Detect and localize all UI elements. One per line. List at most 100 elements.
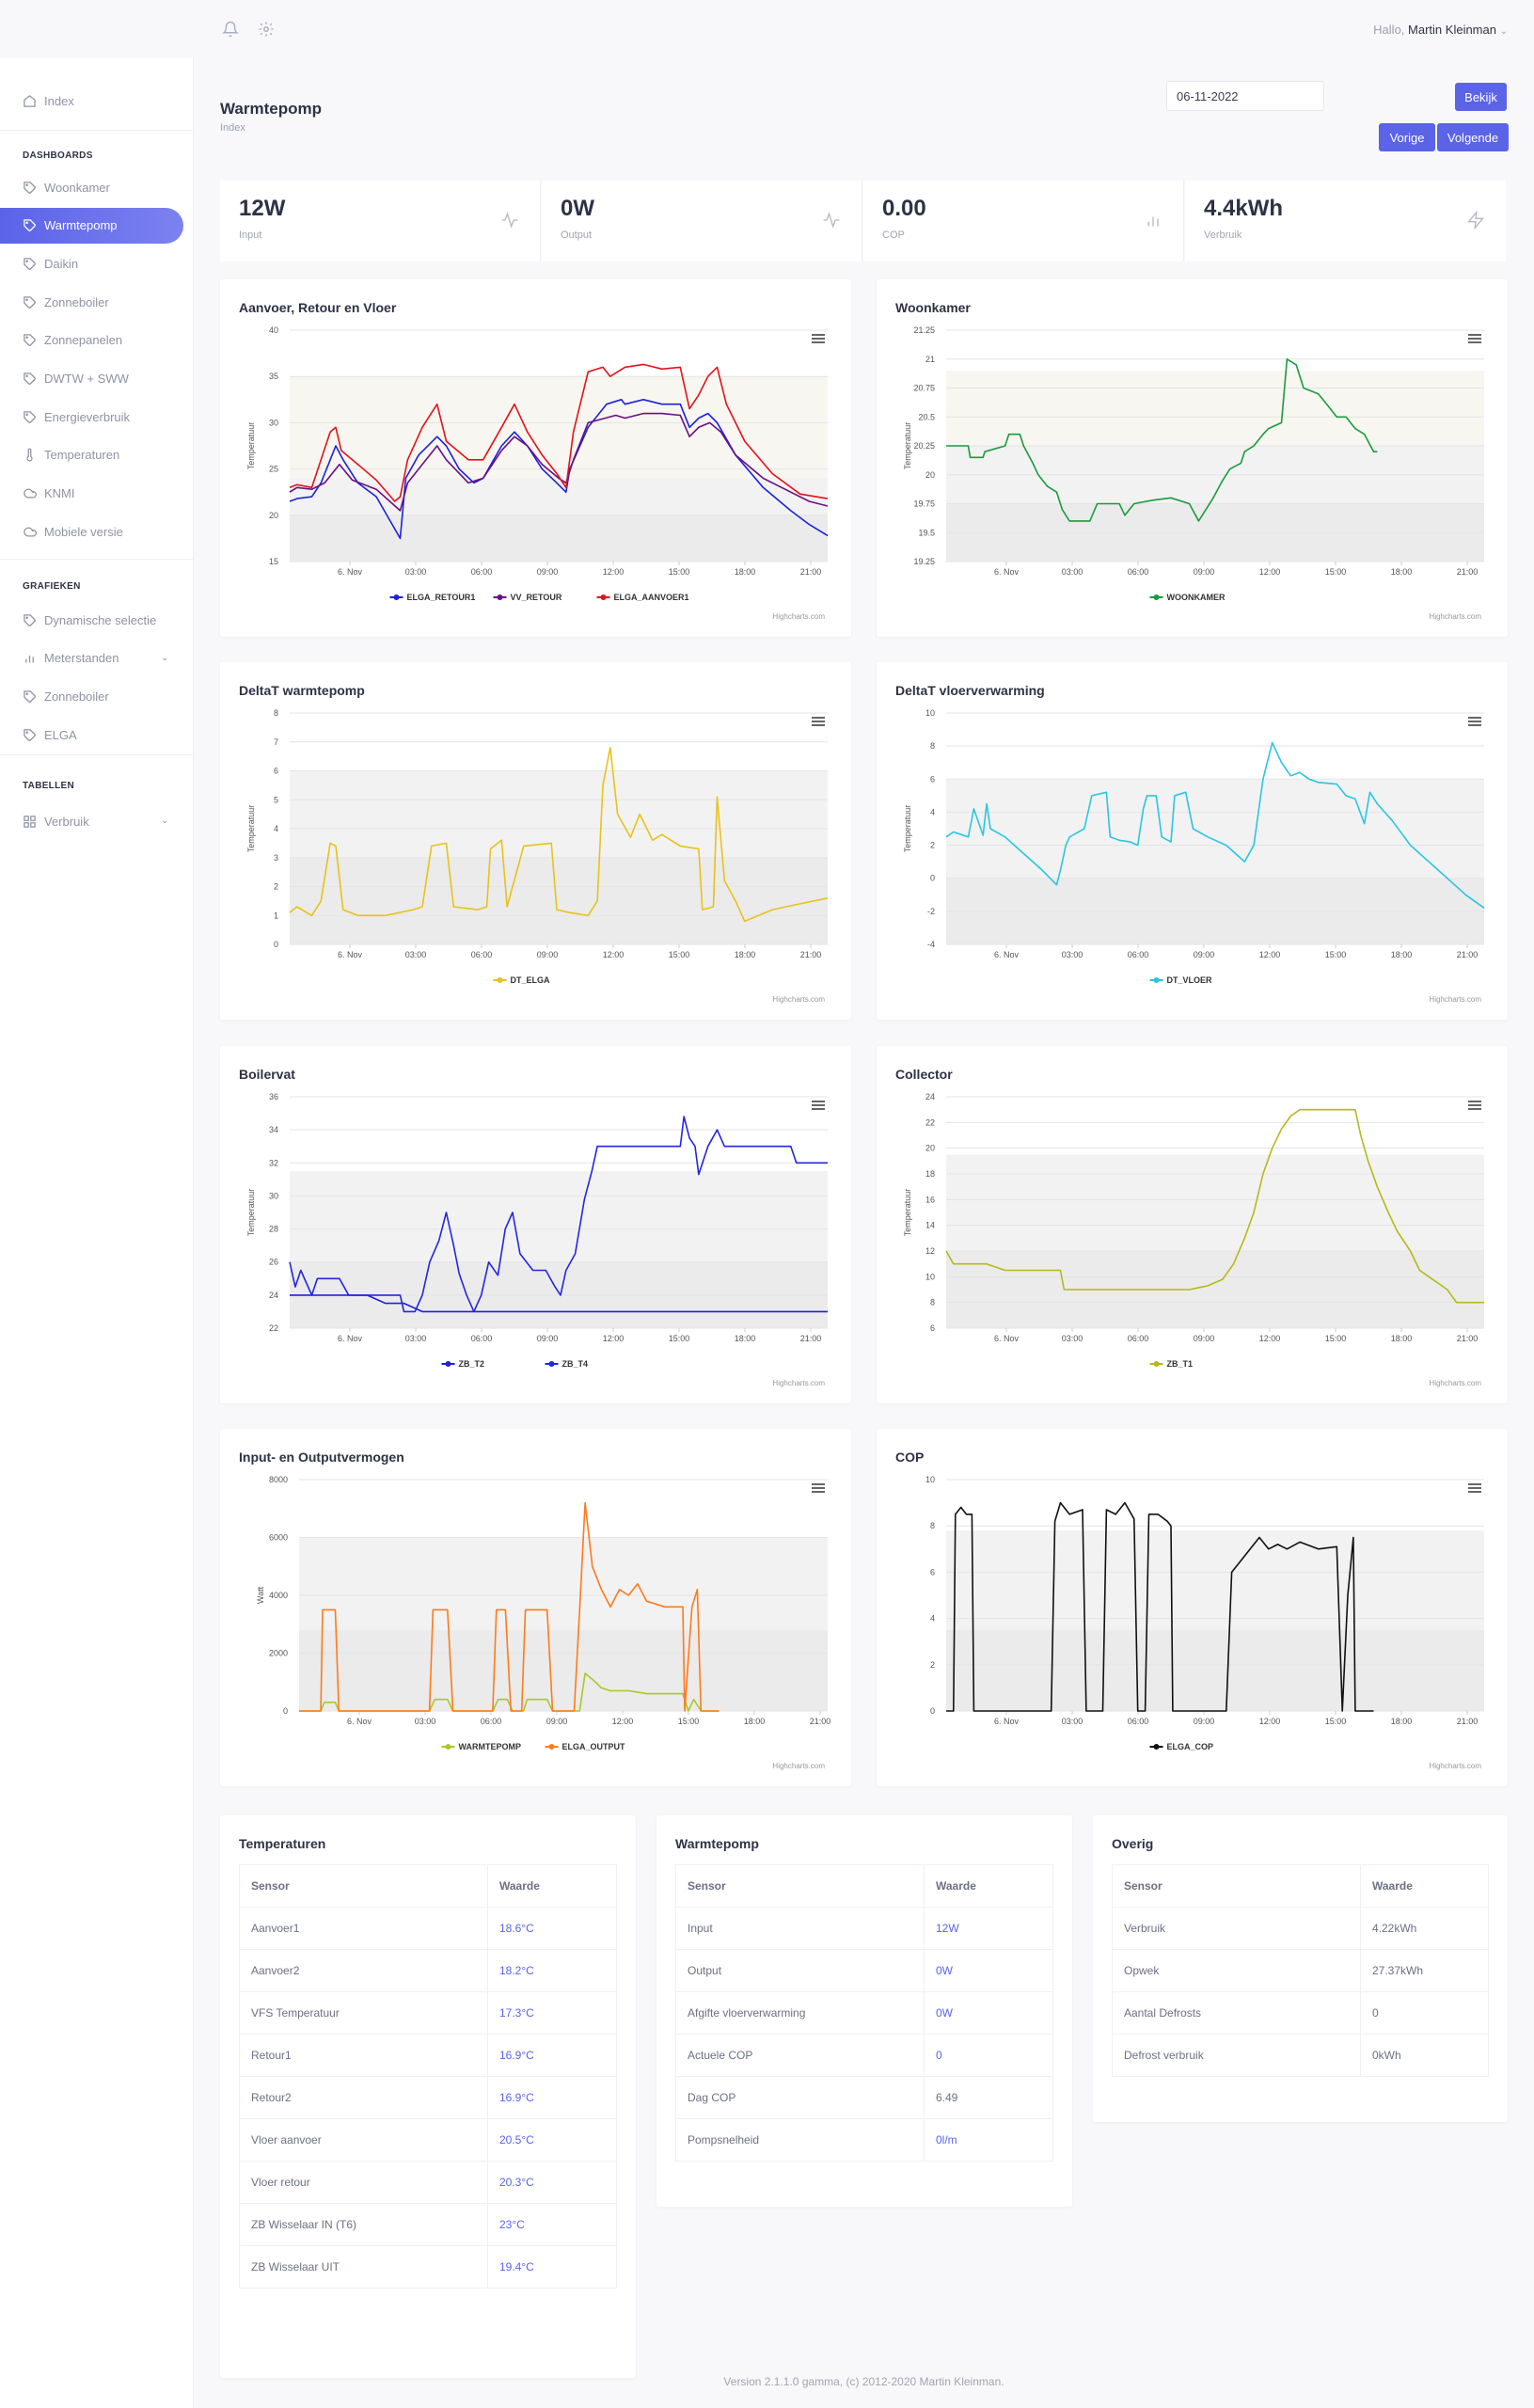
y-tick-label: 36 — [269, 1092, 278, 1101]
value-cell: 0kWh — [1360, 2034, 1489, 2077]
date-input[interactable] — [1166, 81, 1324, 111]
chart-credits: Highcharts.com — [772, 1379, 825, 1387]
x-tick-label: 15:00 — [1325, 1717, 1347, 1726]
sidebar-item-dynamische-selectie[interactable]: Dynamische selectie — [0, 602, 183, 638]
legend-item-elga-aanvoer1[interactable]: ELGA_AANVOER1 — [614, 593, 689, 602]
user-menu[interactable]: Hallo, Martin Kleinman ⌄ — [1373, 23, 1508, 37]
y-axis-label: Temperatuur — [246, 422, 256, 470]
sidebar-item-temperaturen[interactable]: Temperaturen — [0, 437, 183, 473]
gear-icon[interactable] — [258, 21, 275, 38]
y-tick-label: 25 — [269, 465, 278, 474]
x-tick-label: 09:00 — [1194, 1334, 1215, 1343]
sidebar-item-warmtepomp[interactable]: Warmtepomp — [0, 207, 183, 244]
kpi-label: Input — [239, 230, 262, 241]
legend-item-elga-output[interactable]: ELGA_OUTPUT — [562, 1742, 626, 1751]
value-cell: 12W — [924, 1907, 1053, 1950]
legend-item-vv-retour[interactable]: VV_RETOUR — [511, 593, 562, 602]
chart-card-boilervat: 22 24 26 28 30 32 34 36 6. Nov 03:00 06:00 09:00 12:… — [220, 1046, 851, 1403]
bell-icon[interactable] — [222, 21, 239, 38]
sidebar-item-mobiele-versie[interactable]: Mobiele versie — [0, 514, 183, 549]
y-tick-label: 19.75 — [913, 499, 935, 509]
next-button[interactable]: Volgende — [1437, 123, 1509, 151]
tag-icon — [24, 372, 36, 385]
chart-title: DeltaT warmtepomp — [239, 683, 365, 698]
value-cell: 16.9°C — [487, 2034, 617, 2077]
legend-item-dt-vloer[interactable]: DT_VLOER — [1167, 975, 1213, 985]
chart-title: Boilervat — [239, 1067, 295, 1082]
y-tick-label: 6000 — [269, 1533, 288, 1543]
legend-item-warmtepomp[interactable]: WARMTEPOMP — [459, 1742, 522, 1751]
sensor-cell: Input — [675, 1907, 925, 1950]
sidebar-item-label: Zonneboiler — [44, 294, 109, 309]
y-tick-label: 19.5 — [918, 528, 935, 537]
y-tick-label: 8 — [930, 741, 935, 751]
table-row: Afgifte vloerverwarming 0W — [675, 1991, 1053, 2035]
sidebar-item-meterstanden[interactable]: Meterstanden ⌄ — [0, 641, 183, 676]
y-tick-label: 24 — [269, 1291, 278, 1300]
sidebar-item-elga[interactable]: ELGA — [0, 717, 183, 752]
value-cell: 17.3°C — [487, 1991, 617, 2035]
x-tick-label: 06:00 — [471, 567, 493, 577]
menu-icon[interactable] — [812, 717, 825, 726]
previous-button[interactable]: Vorige — [1379, 123, 1435, 151]
y-tick-label: 4 — [930, 1614, 935, 1624]
sidebar-item-energieverbruik[interactable]: Energieverbruik — [0, 399, 183, 435]
x-tick-label: 06:00 — [1128, 567, 1149, 577]
series-line-zb-t2 — [290, 1294, 828, 1313]
view-button[interactable]: Bekijk — [1455, 83, 1507, 111]
menu-icon[interactable] — [1468, 1483, 1481, 1493]
sidebar-item-dwtw-sww[interactable]: DWTW + SWW — [0, 361, 183, 397]
menu-icon[interactable] — [812, 1483, 825, 1493]
legend-item-elga-retour1[interactable]: ELGA_RETOUR1 — [407, 593, 476, 602]
legend-marker — [1153, 1744, 1160, 1750]
column-header: Sensor — [1112, 1864, 1361, 1908]
sidebar-item-index[interactable]: Index — [0, 83, 183, 119]
x-tick-label: 06:00 — [1128, 950, 1149, 959]
x-tick-label: 09:00 — [1194, 1717, 1215, 1726]
legend-item-woonkamer[interactable]: WOONKAMER — [1167, 593, 1226, 602]
sidebar-item-zonnepanelen[interactable]: Zonnepanelen — [0, 323, 183, 358]
menu-icon[interactable] — [812, 334, 825, 343]
sidebar-item-daikin[interactable]: Daikin — [0, 246, 183, 281]
sidebar-item-label: Mobiele versie — [44, 524, 123, 539]
sidebar-item-woonkamer[interactable]: Woonkamer — [0, 169, 183, 205]
sensor-cell: Aantal Defrosts — [1112, 1991, 1361, 2035]
legend-item-zb-t4[interactable]: ZB_T4 — [562, 1359, 589, 1369]
breadcrumb[interactable]: Index — [220, 122, 245, 134]
table-row: Retour1 16.9°C — [239, 2034, 617, 2077]
warmtepomp-table: Sensor Waarde Input 12W Output 0W Afgifte vloe… — [675, 1864, 1053, 2162]
legend-item-zb-t2[interactable]: ZB_T2 — [459, 1359, 485, 1369]
legend-item-elga-cop[interactable]: ELGA_COP — [1167, 1742, 1214, 1751]
y-axis-label: Temperatuur — [903, 422, 912, 470]
menu-icon[interactable] — [1468, 334, 1481, 343]
table-row: Verbruik 4.22kWh — [1112, 1907, 1489, 1950]
sidebar-item-verbruik[interactable]: Verbruik ⌄ — [0, 803, 183, 839]
y-tick-label: -4 — [927, 940, 935, 949]
legend-item-dt-elga[interactable]: DT_ELGA — [511, 975, 551, 985]
x-tick-label: 03:00 — [405, 1334, 427, 1343]
plot-band — [946, 779, 1484, 879]
x-tick-label: 12:00 — [1259, 567, 1281, 577]
card-title: Warmtepomp — [675, 1836, 759, 1851]
menu-icon[interactable] — [1468, 717, 1481, 726]
bar-chart-icon — [25, 656, 34, 663]
chart-credits: Highcharts.com — [772, 1762, 825, 1770]
sensor-cell: Defrost verbruik — [1112, 2034, 1361, 2077]
menu-icon[interactable] — [1468, 1101, 1481, 1110]
x-tick-label: 12:00 — [603, 950, 625, 959]
legend-marker — [548, 1744, 555, 1750]
table-row: Actuele COP 0 — [675, 2034, 1053, 2077]
menu-icon[interactable] — [812, 1101, 825, 1110]
legend-item-zb-t1[interactable]: ZB_T1 — [1167, 1359, 1194, 1369]
sidebar-item-zonneboiler[interactable]: Zonneboiler — [0, 284, 183, 320]
y-tick-label: 20 — [269, 511, 278, 520]
y-tick-label: 19.25 — [913, 557, 935, 566]
legend-marker — [497, 594, 503, 600]
x-tick-label: 15:00 — [1325, 567, 1347, 577]
sidebar-item-label: Energieverbruik — [44, 409, 131, 424]
legend-marker — [1153, 977, 1160, 983]
sidebar-item-zonneboiler[interactable]: Zonneboiler — [0, 678, 183, 714]
y-axis-label: Watt — [256, 1586, 265, 1604]
sidebar-item-knmi[interactable]: KNMI — [0, 476, 183, 512]
chart-title: Aanvoer, Retour en Vloer — [239, 300, 397, 315]
